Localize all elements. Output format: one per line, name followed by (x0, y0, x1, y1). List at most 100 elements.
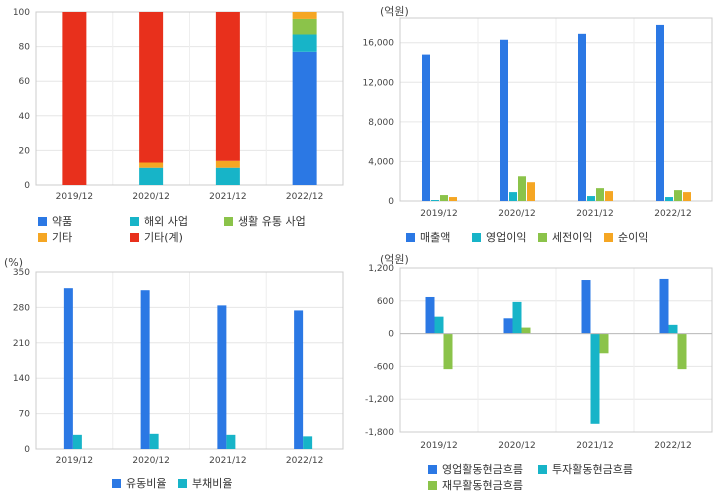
x-tick-label: 2020/12 (132, 456, 169, 466)
bar (665, 197, 673, 201)
bar (527, 182, 535, 201)
bar (512, 301, 522, 334)
legend-item-financing-cash-flow: 재무활동현금흐름 (428, 477, 523, 493)
x-tick-label: 2021/12 (576, 441, 613, 451)
legend-item-investing-cash-flow: 투자활동현금흐름 (538, 461, 633, 477)
bar (677, 333, 687, 370)
bar (215, 167, 240, 185)
y-tick-label: 70 (19, 410, 31, 420)
x-tick-label: 2019/12 (420, 209, 457, 219)
y-tick-label: 40 (19, 112, 31, 122)
bar (425, 296, 435, 334)
x-tick-label: 2020/12 (132, 192, 169, 202)
chart-revenue-composition-plot: 0 20 40 60 80 100 2019/12 2020/12 2021/12 2022/12 (13, 8, 344, 202)
legend-item-net-profit: 순이익 (604, 229, 648, 245)
legend-swatch (428, 481, 437, 490)
bar (215, 12, 240, 161)
unit-label: (%) (4, 256, 24, 269)
unit-label: (억원) (380, 253, 409, 266)
legend-item-medicine: 약품 (38, 213, 72, 229)
bar (581, 280, 591, 334)
y-tick-label: 0 (24, 181, 30, 191)
bar (292, 51, 317, 185)
plot-frame (35, 271, 344, 450)
legend-swatch (130, 233, 139, 242)
x-tick-label: 2020/12 (498, 209, 535, 219)
y-tick-label: 4,000 (368, 157, 394, 167)
bar (292, 12, 317, 19)
legend-item-current-ratio: 유동비율 (112, 475, 166, 491)
bar (521, 327, 531, 334)
bar (518, 176, 526, 201)
bar (226, 434, 236, 449)
bar (674, 190, 682, 201)
legend-item-other: 기타 (38, 229, 72, 245)
y-tick-label: -1,800 (365, 428, 394, 438)
chart-revenue-composition: 0 20 40 60 80 100 2019/12 2020/12 2021/12 2022/12… (0, 0, 352, 248)
x-tick-label: 2019/12 (56, 192, 93, 202)
bar (140, 290, 150, 449)
y-tick-label: 20 (19, 146, 31, 156)
y-tick-label: -600 (374, 362, 395, 372)
bar (440, 195, 448, 201)
chart-income-statement-plot: 0 4,000 8,000 12,000 16,000 2019/12 2020/12 202… (363, 17, 713, 219)
legend-swatch (130, 217, 139, 226)
bar (434, 316, 444, 334)
legend-item-operating-profit: 영업이익 (472, 229, 526, 245)
bar (587, 196, 595, 201)
bar (509, 192, 517, 201)
legend-item-consumer-retail: 생활 유통 사업 (224, 213, 306, 229)
legend-swatch (38, 217, 47, 226)
bar (431, 200, 439, 201)
bar (139, 12, 164, 163)
bar (139, 167, 164, 185)
x-tick-label: 2019/12 (56, 456, 93, 466)
legend-swatch (224, 217, 233, 226)
bar (449, 197, 457, 201)
legend-swatch (538, 233, 547, 242)
bar (139, 162, 164, 168)
y-tick-label: 60 (19, 77, 31, 87)
legend-item-operating-cash-flow: 영업활동현금흐름 (428, 461, 523, 477)
y-tick-label: 210 (13, 339, 30, 349)
legend-item-sales: 매출액 (406, 229, 450, 245)
chart-cash-flow: (억원) -1,800 -1,200 -600 0 600 1,200 2019/12 202… (360, 248, 720, 496)
y-tick-label: 0 (24, 445, 30, 455)
legend-swatch (406, 233, 415, 242)
bar (292, 18, 317, 35)
bar (422, 54, 430, 201)
chart-financial-ratios: (%) 0 70 140 210 280 350 2019/12 2020/12 2021/12… (0, 248, 352, 496)
bar (217, 305, 227, 449)
y-tick-label: 0 (388, 197, 394, 207)
bar (656, 24, 664, 202)
plot-frame (35, 11, 344, 186)
x-tick-label: 2022/12 (286, 192, 323, 202)
x-tick-label: 2021/12 (209, 192, 246, 202)
x-tick-label: 2022/12 (654, 441, 691, 451)
y-tick-label: 0 (388, 330, 394, 340)
y-tick-label: 12,000 (363, 78, 395, 88)
bar (500, 39, 508, 201)
bar (303, 436, 313, 449)
bar (578, 33, 586, 201)
bar (596, 188, 604, 201)
y-tick-label: 140 (13, 374, 30, 384)
x-tick-label: 2022/12 (286, 456, 323, 466)
bar (599, 333, 609, 354)
y-tick-label: 600 (377, 297, 394, 307)
bar (215, 160, 240, 168)
x-tick-label: 2020/12 (498, 441, 535, 451)
legend-swatch (428, 465, 437, 474)
bar (683, 192, 691, 201)
y-tick-label: 1,200 (368, 264, 394, 274)
bar (668, 324, 678, 334)
legend-swatch (472, 233, 481, 242)
bar (149, 433, 159, 449)
bar (292, 34, 317, 52)
y-tick-label: 80 (19, 43, 31, 53)
x-tick-label: 2021/12 (576, 209, 613, 219)
legend-swatch (112, 479, 121, 488)
plot-frame (399, 17, 713, 202)
legend-swatch (604, 233, 613, 242)
y-tick-label: 280 (13, 303, 30, 313)
